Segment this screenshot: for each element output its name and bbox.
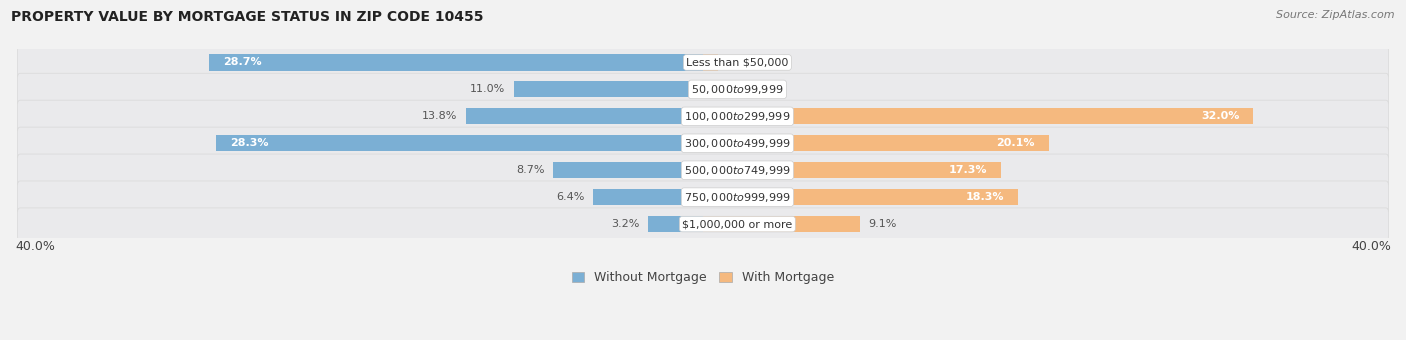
Text: 13.8%: 13.8% xyxy=(422,111,457,121)
Text: 28.7%: 28.7% xyxy=(224,57,262,67)
Text: 28.3%: 28.3% xyxy=(231,138,269,148)
FancyBboxPatch shape xyxy=(18,181,1388,213)
Text: $100,000 to $299,999: $100,000 to $299,999 xyxy=(685,110,790,123)
FancyBboxPatch shape xyxy=(18,127,1388,159)
FancyBboxPatch shape xyxy=(18,46,1388,79)
Text: PROPERTY VALUE BY MORTGAGE STATUS IN ZIP CODE 10455: PROPERTY VALUE BY MORTGAGE STATUS IN ZIP… xyxy=(11,10,484,24)
Bar xyxy=(703,189,1018,205)
Text: $750,000 to $999,999: $750,000 to $999,999 xyxy=(685,191,790,204)
Text: 11.0%: 11.0% xyxy=(470,84,505,95)
Text: Source: ZipAtlas.com: Source: ZipAtlas.com xyxy=(1277,10,1395,20)
Text: $50,000 to $99,999: $50,000 to $99,999 xyxy=(692,83,783,96)
Text: 40.0%: 40.0% xyxy=(15,240,55,253)
Bar xyxy=(648,216,703,232)
Text: 2.3%: 2.3% xyxy=(751,84,779,95)
Text: Less than $50,000: Less than $50,000 xyxy=(686,57,789,67)
FancyBboxPatch shape xyxy=(18,73,1388,105)
Bar xyxy=(703,135,1049,151)
Bar xyxy=(703,81,742,98)
Bar xyxy=(703,54,718,70)
Bar xyxy=(703,108,1253,124)
FancyBboxPatch shape xyxy=(18,208,1388,240)
Text: $1,000,000 or more: $1,000,000 or more xyxy=(682,219,793,229)
Text: $300,000 to $499,999: $300,000 to $499,999 xyxy=(685,137,790,150)
Text: 20.1%: 20.1% xyxy=(997,138,1035,148)
Bar xyxy=(593,189,703,205)
Bar xyxy=(554,162,703,178)
Bar xyxy=(703,162,1001,178)
Text: 8.7%: 8.7% xyxy=(516,165,544,175)
Legend: Without Mortgage, With Mortgage: Without Mortgage, With Mortgage xyxy=(572,271,834,284)
Text: 6.4%: 6.4% xyxy=(555,192,585,202)
Bar xyxy=(217,135,703,151)
Text: 0.89%: 0.89% xyxy=(727,57,762,67)
Text: 40.0%: 40.0% xyxy=(1351,240,1391,253)
Text: 18.3%: 18.3% xyxy=(966,192,1004,202)
Bar xyxy=(513,81,703,98)
FancyBboxPatch shape xyxy=(18,100,1388,133)
Bar xyxy=(465,108,703,124)
Text: 3.2%: 3.2% xyxy=(612,219,640,229)
Bar xyxy=(209,54,703,70)
Text: $500,000 to $749,999: $500,000 to $749,999 xyxy=(685,164,790,177)
Text: 32.0%: 32.0% xyxy=(1201,111,1240,121)
Bar xyxy=(703,216,859,232)
Text: 17.3%: 17.3% xyxy=(948,165,987,175)
Text: 9.1%: 9.1% xyxy=(868,219,897,229)
FancyBboxPatch shape xyxy=(18,154,1388,186)
